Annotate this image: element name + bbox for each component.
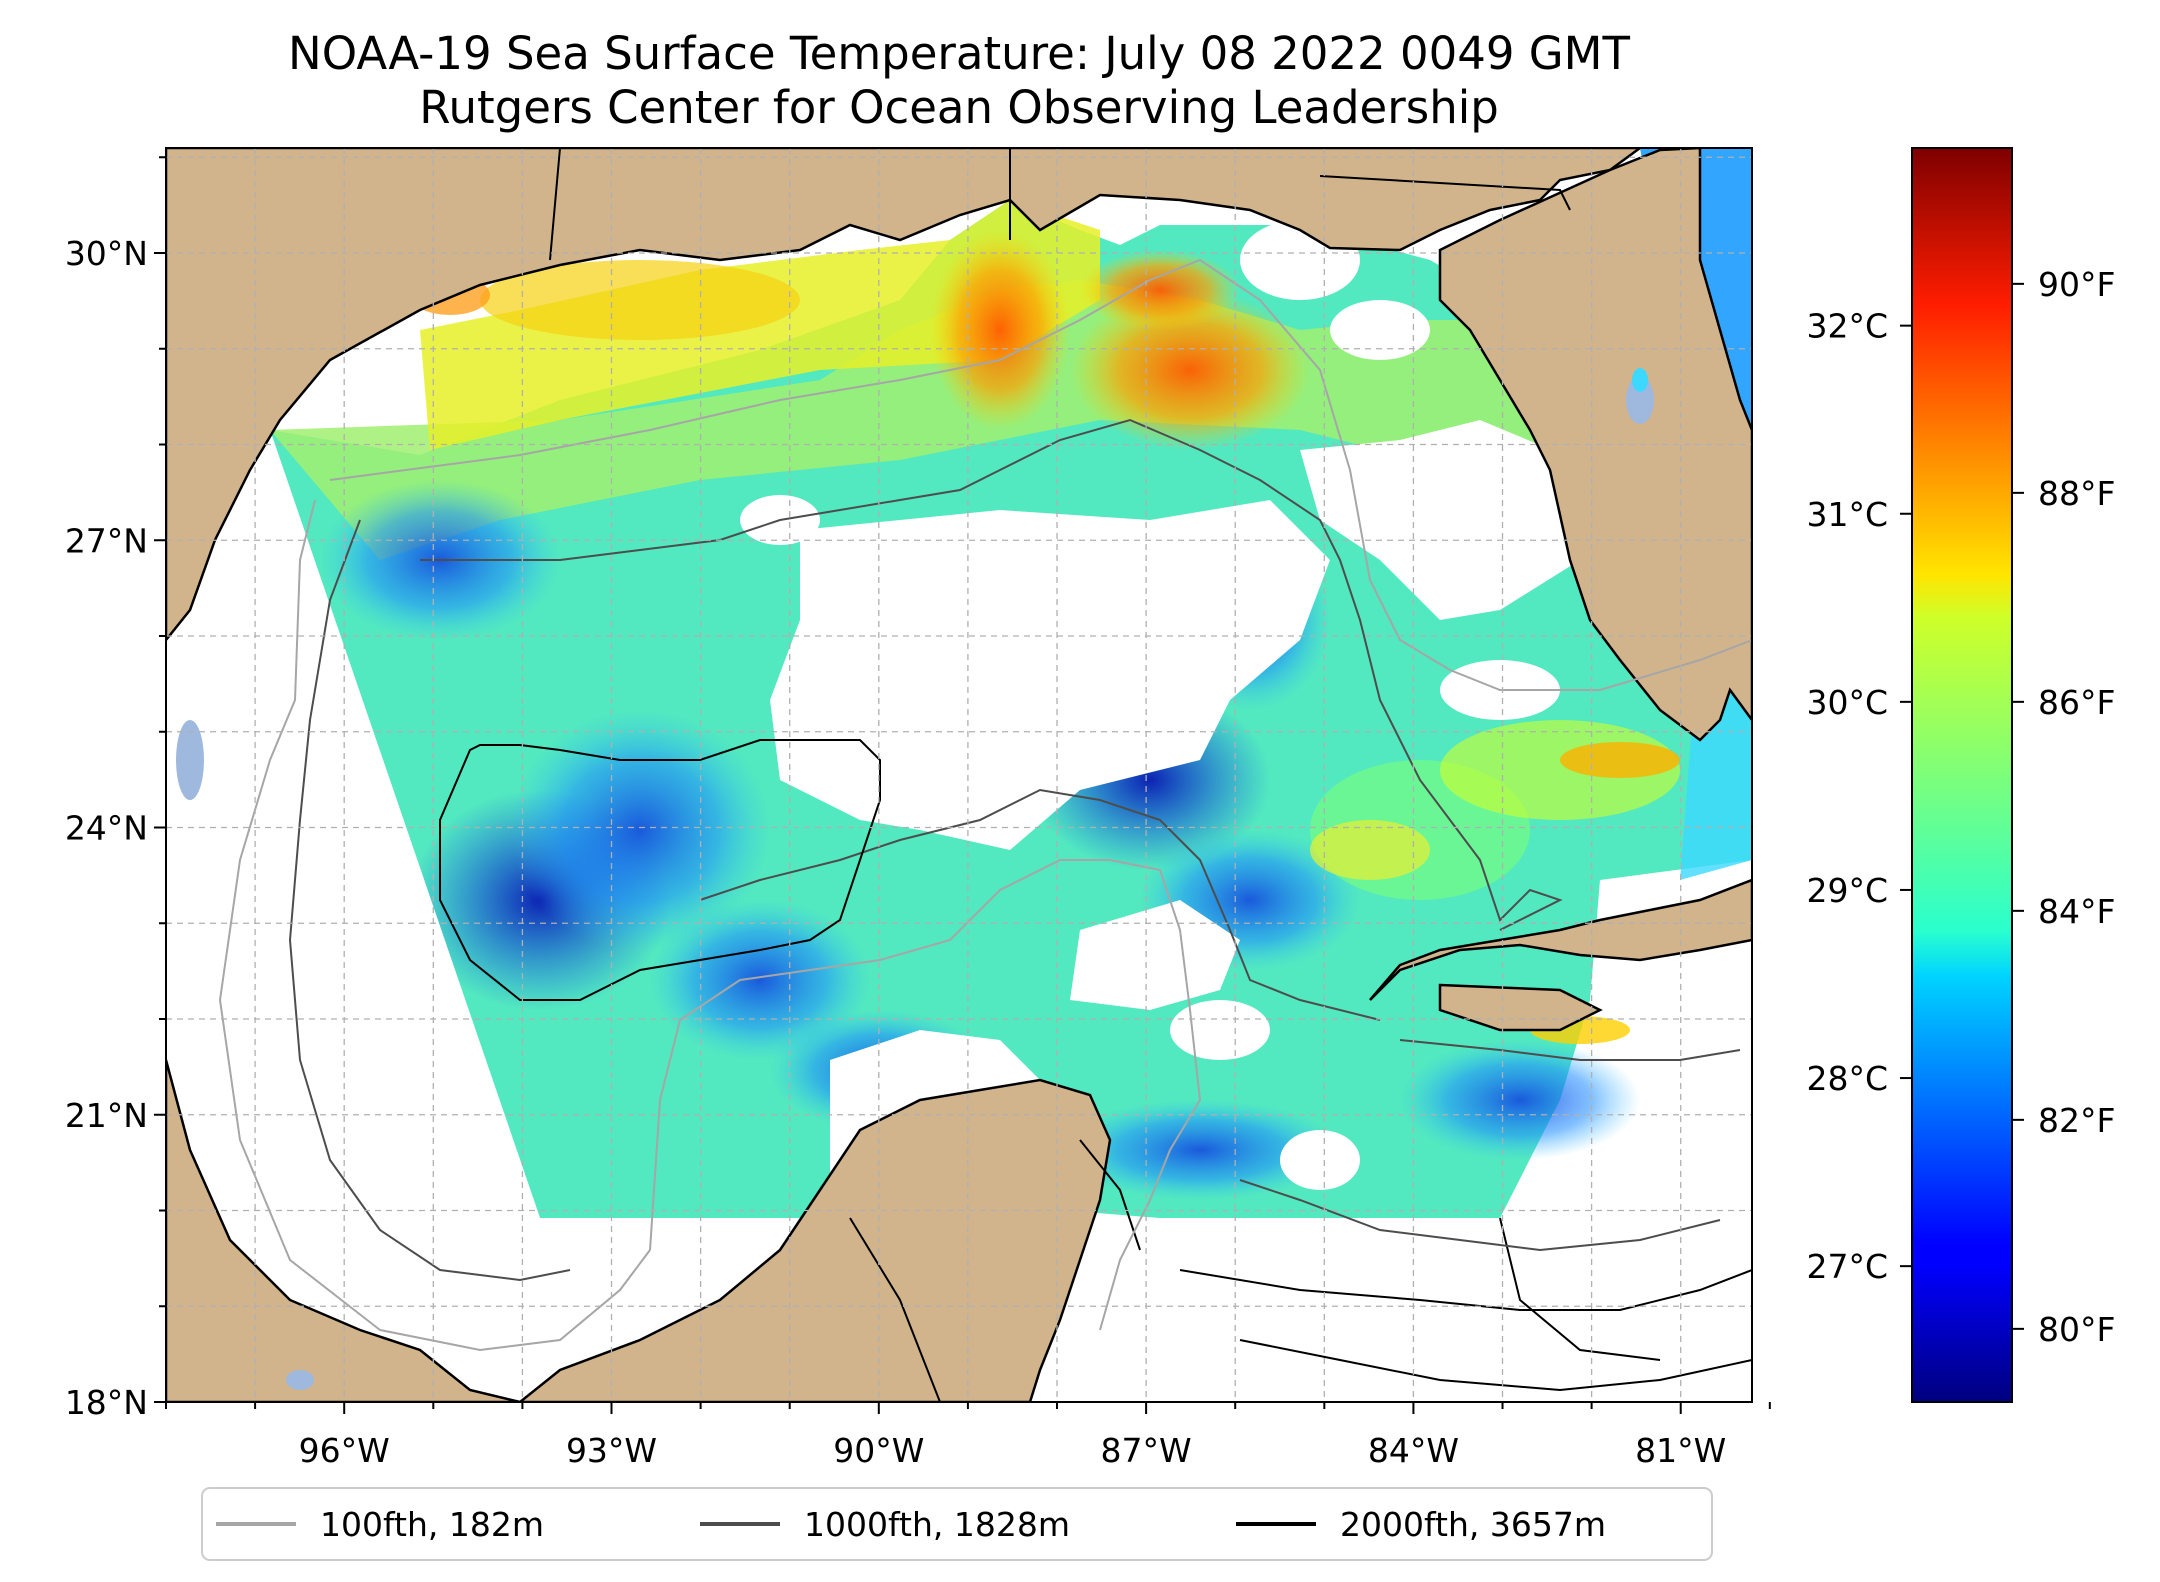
map-panel	[166, 148, 1752, 1402]
lat-tick-label: 24°N	[65, 809, 148, 848]
colorbar-fahrenheit-ticks: 80°F 82°F 84°F 86°F 88°F 90°F	[2012, 265, 2115, 1349]
colorbar-gradient	[1911, 147, 2013, 1403]
colorbar-f-label: 90°F	[2038, 265, 2115, 304]
gridlines	[166, 148, 1752, 1402]
colorbar-f-label: 86°F	[2038, 683, 2115, 722]
colorbar-f-label: 84°F	[2038, 892, 2115, 931]
chart-title: NOAA-19 Sea Surface Temperature: July 08…	[288, 27, 1630, 80]
lon-tick-label: 87°W	[1101, 1431, 1192, 1470]
contour-2000fth	[439, 739, 1752, 1392]
colorbar-f-label: 82°F	[2038, 1101, 2115, 1140]
colorbar-c-label: 32°C	[1806, 307, 1888, 346]
colorbar-c-label: 30°C	[1806, 683, 1888, 722]
colorbar-f-label: 80°F	[2038, 1310, 2115, 1349]
contour-100fth	[218, 258, 1752, 1352]
lon-tick-label: 90°W	[833, 1431, 924, 1470]
colorbar: 80°F 82°F 84°F 86°F 88°F 90°F 27°C 28°C 29°C 30°…	[1806, 147, 2115, 1403]
lon-tick-label: 84°W	[1368, 1431, 1459, 1470]
legend-entries: 100fth, 182m 1000fth, 1828m 2000fth, 3657m	[216, 1505, 1606, 1544]
colorbar-c-label: 31°C	[1806, 495, 1888, 534]
legend: 100fth, 182m 1000fth, 1828m 2000fth, 3657m	[201, 1487, 1713, 1561]
colorbar-f-label: 88°F	[2038, 474, 2115, 513]
borders	[549, 148, 1661, 1402]
lat-tick-label: 21°N	[65, 1096, 148, 1135]
colorbar-c-label: 27°C	[1806, 1247, 1888, 1286]
bathymetry-contours	[218, 258, 1752, 1392]
colorbar-c-label: 29°C	[1806, 871, 1888, 910]
chart-subtitle: Rutgers Center for Ocean Observing Leade…	[419, 81, 1499, 134]
legend-label: 100fth, 182m	[320, 1505, 544, 1544]
legend-label: 2000fth, 3657m	[1340, 1505, 1606, 1544]
lon-tick-label: 93°W	[566, 1431, 657, 1470]
lon-tick-label: 81°W	[1635, 1431, 1726, 1470]
lakes	[176, 368, 1654, 1390]
lat-tick-label: 30°N	[65, 234, 148, 273]
colorbar-c-label: 28°C	[1806, 1059, 1888, 1098]
lon-tick-label: 96°W	[299, 1431, 390, 1470]
lat-tick-label: 27°N	[65, 521, 148, 560]
colorbar-celsius-ticks: 27°C 28°C 29°C 30°C 31°C 32°C	[1806, 307, 1912, 1286]
lat-tick-label: 18°N	[65, 1383, 148, 1422]
legend-box	[201, 1487, 1713, 1561]
legend-label: 1000fth, 1828m	[804, 1505, 1070, 1544]
map-frame	[165, 147, 1753, 1403]
map-axes: 96°W 93°W 90°W 87°W 84°W 81°W 18°N 21°N 24°N 27°N…	[65, 156, 1771, 1470]
contour-1000fth	[288, 418, 1741, 1282]
